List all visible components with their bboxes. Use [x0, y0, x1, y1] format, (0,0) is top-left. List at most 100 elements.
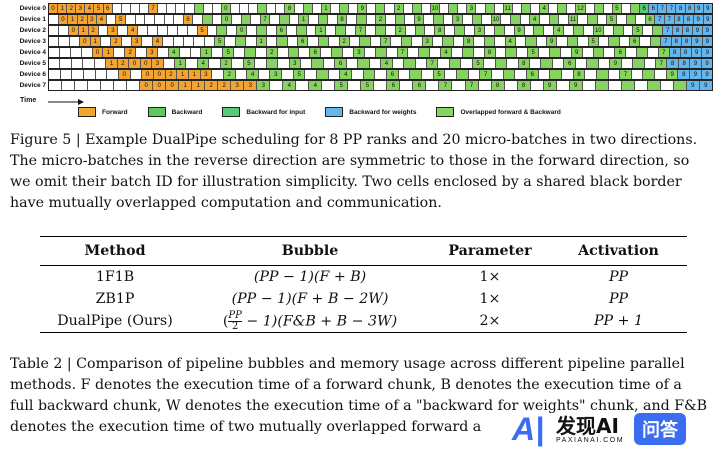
schedule-cell: [526, 37, 537, 46]
schedule-cell: [597, 15, 608, 24]
schedule-cell: [106, 15, 117, 24]
schedule-cell: [647, 48, 659, 57]
schedule-cell: [288, 48, 300, 57]
schedule-cell: [94, 59, 107, 68]
schedule-cell: [375, 26, 386, 35]
site-watermark: A| 发现AI PAXIANAI.COM 问答: [512, 410, 687, 448]
schedule-cell: 3: [200, 70, 213, 79]
schedule-cell: [598, 59, 611, 68]
bubble-cell: (PP − 1)(F + B − 2W): [231, 291, 389, 307]
schedule-cell: [321, 48, 333, 57]
schedule-cell: [636, 15, 646, 24]
schedule-cell: [398, 70, 411, 79]
schedule-cell: [186, 59, 198, 68]
schedule-cell: [484, 59, 496, 68]
schedule-cell: [484, 26, 495, 35]
schedule-cell: [270, 15, 280, 24]
schedule-cell: [358, 59, 370, 68]
schedule-cell: [88, 81, 102, 90]
legend-label: Backward: [171, 108, 203, 116]
schedule-cell: 9: [693, 15, 704, 24]
schedule-cell: 9: [547, 37, 558, 46]
schedule-cell: 8: [681, 37, 693, 46]
schedule-cell: [538, 70, 551, 79]
schedule-cell: [249, 4, 259, 13]
schedule-cell: 5: [633, 26, 644, 35]
schedule-cell: [231, 15, 242, 24]
schedule-cell: [70, 48, 82, 57]
device-label: Device 2: [19, 27, 46, 34]
schedule-cell: [462, 48, 474, 57]
schedule-cell: 3: [353, 48, 365, 57]
schedule-cell: 6: [298, 37, 309, 46]
schedule-cell: [303, 4, 313, 13]
schedule-cell: [524, 26, 535, 35]
schedule-cell: 5: [223, 48, 235, 57]
schedule-cell: 9: [703, 15, 713, 24]
schedule-cell: 8: [680, 48, 692, 57]
schedule-cell: 7: [356, 26, 366, 35]
schedule-cell: [631, 4, 641, 13]
schedule-cell: 2: [339, 37, 350, 46]
header-activation: Activation: [578, 243, 659, 259]
schedule-cell: 2: [223, 70, 236, 79]
schedule-cell: [83, 59, 95, 68]
schedule-cell: [520, 15, 531, 24]
schedule-cell: 3: [231, 81, 245, 90]
schedule-cell: [453, 37, 464, 46]
schedule-cell: 9: [691, 48, 703, 57]
schedule-cell: [530, 4, 541, 13]
schedule-cell: [458, 4, 468, 13]
schedule-cell: [266, 59, 279, 68]
schedule-cell: [536, 37, 547, 46]
schedule-cell: [49, 81, 63, 90]
schedule-cell: [332, 48, 344, 57]
schedule-cell: 6: [526, 70, 539, 79]
schedule-cell: [539, 15, 550, 24]
schedule-cell: [127, 81, 141, 90]
schedule-cell: [130, 70, 143, 79]
schedule-cell: 7: [397, 48, 409, 57]
schedule-cell: 8: [678, 70, 691, 79]
schedule-cell: [225, 37, 236, 46]
schedule-cell: [443, 15, 454, 24]
schedule-cell: [49, 48, 60, 57]
schedule-cell: 9: [666, 70, 679, 79]
schedule-cell: [575, 59, 588, 68]
watermark-sub: PAXIANAI.COM: [556, 436, 625, 444]
schedule-cell: [494, 26, 505, 35]
schedule-cell: [598, 37, 610, 46]
schedule-cell: 4: [309, 81, 323, 90]
schedule-cell: [462, 15, 473, 24]
schedule-cell: [255, 48, 267, 57]
schedule-cell: [564, 26, 575, 35]
schedule-cell: [501, 15, 511, 24]
schedule-cell: [185, 4, 195, 13]
schedule-cell: [375, 48, 387, 57]
schedule-cell: [434, 15, 444, 24]
schedule-cell: 11: [568, 15, 579, 24]
schedule-cell: [157, 48, 169, 57]
device-label: Device 0: [19, 5, 46, 12]
schedule-cell: [653, 26, 664, 35]
schedule-cell: 5: [243, 59, 256, 68]
bubble-fraction-numerator: PP: [228, 309, 242, 322]
schedule-cell: 8: [573, 70, 586, 79]
schedule-cell: [385, 4, 395, 13]
schedule-cell: [289, 15, 300, 24]
schedule-cell: 4: [85, 4, 95, 13]
schedule-cell: 1: [188, 70, 201, 79]
device-row: 0 1 2 3 4 5 6 0 7 1 8 2 9 3 10 4 11 5 6 7 7 8 8 9 9: [48, 14, 713, 25]
table-caption-line: denotes the execution time of two mutual…: [10, 419, 482, 435]
figure-caption-line: we omit their batch ID for illustration …: [10, 174, 682, 190]
schedule-cell: 9: [701, 70, 713, 79]
schedule-cell: [443, 37, 454, 46]
legend-label: Backward for input: [246, 108, 306, 116]
schedule-cell: 9: [690, 59, 702, 68]
schedule-cell: [511, 15, 521, 24]
schedule-cell: 2: [395, 26, 406, 35]
schedule-cell: [432, 37, 444, 46]
schedule-cell: [621, 81, 635, 90]
